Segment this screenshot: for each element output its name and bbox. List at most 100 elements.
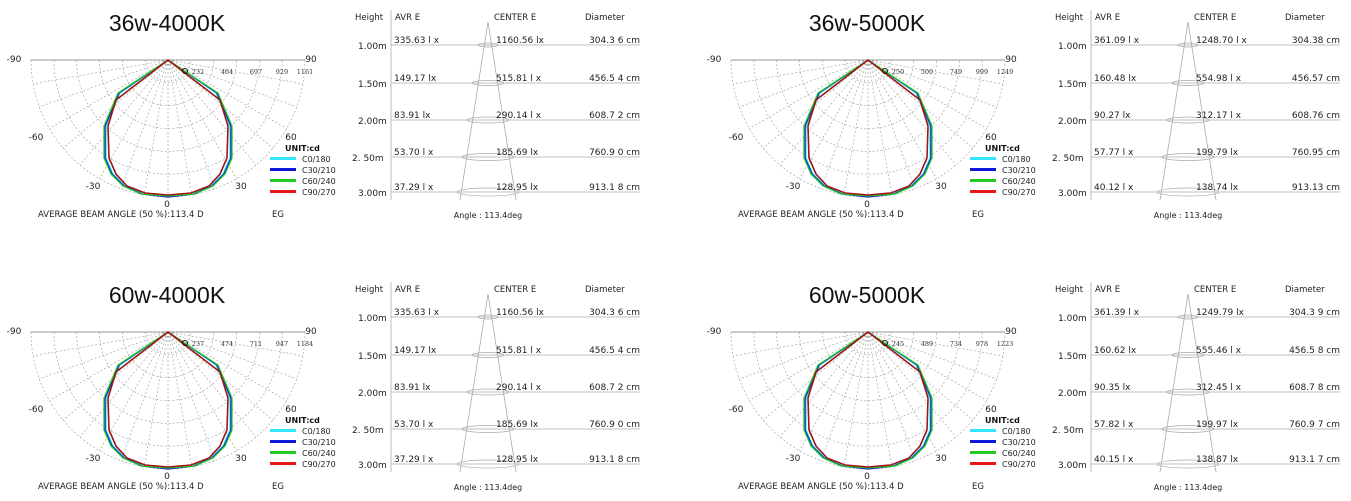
curve-c90-270: [807, 58, 929, 196]
legend-swatch-c0: [970, 429, 996, 432]
legend-swatch-c30: [270, 440, 296, 443]
legend-swatch-c30: [270, 168, 296, 171]
row-center: 1160.56 lx: [496, 308, 545, 318]
col-header-avr: AVR E: [1095, 13, 1120, 23]
row-avr: 83.91 lx: [394, 383, 431, 393]
row-avr: 149.17 lx: [394, 346, 437, 356]
beam-angle-caption: AVERAGE BEAM ANGLE (50 %):113.4 D: [38, 210, 204, 220]
grid-spoke: [749, 59, 869, 129]
row-center: 199.79 lx: [1196, 148, 1239, 158]
row-height: 3.00m: [1058, 461, 1087, 471]
legend-label-c30: C30/210: [302, 438, 336, 447]
row-avr: 37.29 l x: [394, 455, 434, 465]
curve-c60-240: [103, 331, 233, 469]
intensity-tick: 978: [976, 340, 988, 348]
row-avr: 149.17 lx: [394, 74, 437, 84]
legend-label-c60: C60/240: [1002, 449, 1036, 458]
grid-arc: [730, 59, 1006, 198]
grid-spoke: [867, 331, 1003, 357]
row-avr: 335.63 l x: [394, 36, 440, 46]
row-height: 1.00m: [358, 42, 387, 52]
peak-marker: [182, 68, 188, 74]
illuminance-table: Height AVR E CENTER E Diameter 1.00m 361…: [1052, 282, 1340, 492]
angle-label-neg60: -60: [29, 133, 44, 143]
grid-spoke: [799, 331, 869, 451]
intensity-tick: 245: [892, 340, 904, 348]
angle-label-30: 30: [235, 182, 247, 192]
legend-swatch-c0: [970, 157, 996, 160]
light-distribution-curves: [103, 330, 233, 470]
row-diameter: 913.13 cm: [1292, 183, 1340, 193]
angle-label-60: 60: [985, 405, 997, 415]
row-diameter: 760.95 cm: [1292, 148, 1340, 158]
col-header-diameter: Diameter: [1285, 285, 1325, 295]
light-distribution-curves: [803, 330, 933, 470]
row-center: 185.69 lx: [496, 420, 539, 430]
row-height: 1.50m: [358, 80, 387, 90]
peak-marker: [882, 340, 888, 346]
legend-swatch-c60: [270, 451, 296, 454]
illuminance-table: Height AVR E CENTER E Diameter 1.00m 335…: [352, 282, 640, 492]
grid-spoke: [733, 59, 869, 85]
legend-unit: UNIT:cd: [985, 416, 1020, 425]
angle-label-0: 0: [164, 200, 170, 210]
grid-arc: [844, 331, 892, 356]
intensity-tick: 1249: [997, 68, 1014, 76]
intensity-tick: 999: [976, 68, 988, 76]
grid-spoke: [167, 331, 216, 461]
row-center: 312.17 l x: [1196, 111, 1242, 121]
row-height: 2. 50m: [1052, 426, 1084, 436]
grid-arc: [53, 331, 283, 447]
legend-unit: UNIT:cd: [985, 144, 1020, 153]
angle-label-neg90: -90: [7, 55, 22, 65]
table-row: 1.50m 160.62 lx 555.46 l x 456.5 8 cm: [1058, 346, 1340, 362]
table-row: 2. 50m 57.77 l x 199.79 lx 760.95 cm: [1052, 148, 1340, 164]
angle-label-neg30: -30: [86, 454, 101, 464]
intensity-tick: 464: [221, 68, 233, 76]
grid-spoke: [167, 59, 237, 179]
row-height: 3.00m: [358, 189, 387, 199]
angle-label-30: 30: [935, 454, 947, 464]
row-center: 290.14 l x: [496, 111, 542, 121]
col-header-avr: AVR E: [395, 13, 420, 23]
col-header-avr: AVR E: [395, 285, 420, 295]
table-row: 2. 50m 57.82 l x 199.97 lx 760.9 7 cm: [1052, 420, 1340, 436]
row-height: 1.50m: [1058, 80, 1087, 90]
grid-spoke: [867, 331, 987, 401]
curve-c60-240: [803, 331, 933, 469]
legend: UNIT:cd C0/180 C30/210 C60/240 C90/270: [970, 144, 1036, 197]
legend-swatch-c30: [970, 440, 996, 443]
col-header-center: CENTER E: [1194, 285, 1236, 295]
row-diameter: 456.5 4 cm: [589, 74, 640, 84]
angle-label-90: 90: [305, 55, 317, 65]
table-row: 3.00m 40.12 l x 138.74 lx 913.13 cm: [1058, 183, 1340, 199]
legend-label-c90: C90/270: [302, 460, 336, 469]
angle-label-60: 60: [285, 133, 297, 143]
legend-label-c60: C60/240: [1002, 177, 1036, 186]
angle-label-neg90: -90: [707, 55, 722, 65]
intensity-tick: 237: [192, 340, 204, 348]
grid-spoke: [867, 59, 937, 179]
grid-spoke: [167, 59, 303, 85]
row-height: 2.00m: [358, 389, 387, 399]
row-center: 185.69 lx: [496, 148, 539, 158]
curve-c30-210: [104, 59, 232, 198]
table-row: 1.00m 361.09 l x 1248.70 l x 304.38 cm: [1058, 36, 1340, 52]
intensity-tick: 947: [276, 340, 288, 348]
table-row: 3.00m 37.29 l x 128.95 lx 913.1 8 cm: [358, 183, 640, 199]
cone-right-line: [487, 293, 517, 473]
grid-arc: [822, 59, 914, 106]
curve-c30-210: [104, 331, 232, 470]
cone-right-line: [487, 21, 517, 201]
curve-c90-270: [807, 330, 929, 468]
grid-spoke: [843, 331, 869, 467]
grid-spoke: [167, 331, 303, 357]
grid-spoke: [120, 59, 169, 189]
row-center: 290.14 l x: [496, 383, 542, 393]
legend-label-c0: C0/180: [1002, 155, 1031, 164]
legend-swatch-c30: [970, 168, 996, 171]
table-row: 3.00m 40.15 l x 138.87 lx 913.1 7 cm: [1058, 455, 1340, 471]
curve-c30-210: [804, 331, 932, 470]
row-avr: 83.91 lx: [394, 111, 431, 121]
grid-spoke: [167, 331, 287, 401]
